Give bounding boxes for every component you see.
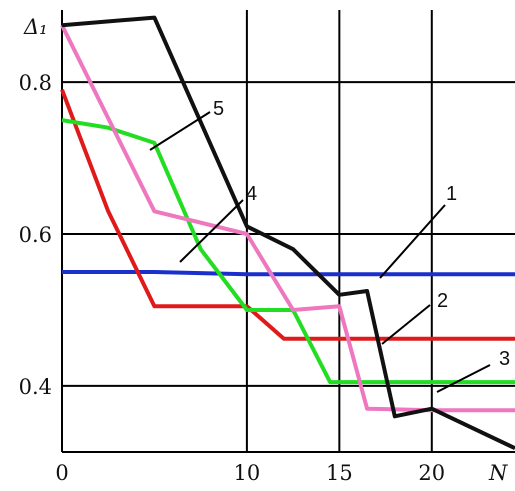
axes [61,10,515,453]
curve-label-5: 5 [213,98,224,120]
y-tick-labels: 0.4 0.6 0.8 [19,71,52,399]
series-line-1 [62,270,515,277]
x-tick-label-0: 0 [55,461,68,485]
x-tick-label-3: 20 [418,461,445,485]
curve-label-3: 3 [499,348,510,370]
series-line-2 [60,88,515,341]
label-leaders [149,111,491,393]
x-axis-label: N [488,461,508,485]
y-axis-label: Δ₁ [23,15,48,39]
x-tick-label-1: 10 [234,461,261,485]
curve-label-2: 2 [437,290,448,312]
x-tick-label-2: 15 [326,461,353,485]
series-line-3 [61,118,515,385]
leader-line-3 [436,364,491,393]
curve-label-1: 1 [446,183,457,205]
y-tick-label-2: 0.8 [19,71,52,95]
series-lines [60,15,515,451]
y-tick-label-0: 0.4 [19,375,52,399]
leader-line-4 [179,199,244,263]
curve-label-4: 4 [246,183,257,205]
x-tick-labels: 0 10 15 20 [55,461,445,485]
series-line-5 [61,15,515,451]
leader-line-1 [379,204,446,279]
y-tick-label-1: 0.6 [19,223,52,247]
leader-line-2 [381,304,431,345]
leader-line-5 [149,111,211,151]
curve-labels: 1 2 3 4 5 [213,98,510,370]
grid [62,10,515,452]
